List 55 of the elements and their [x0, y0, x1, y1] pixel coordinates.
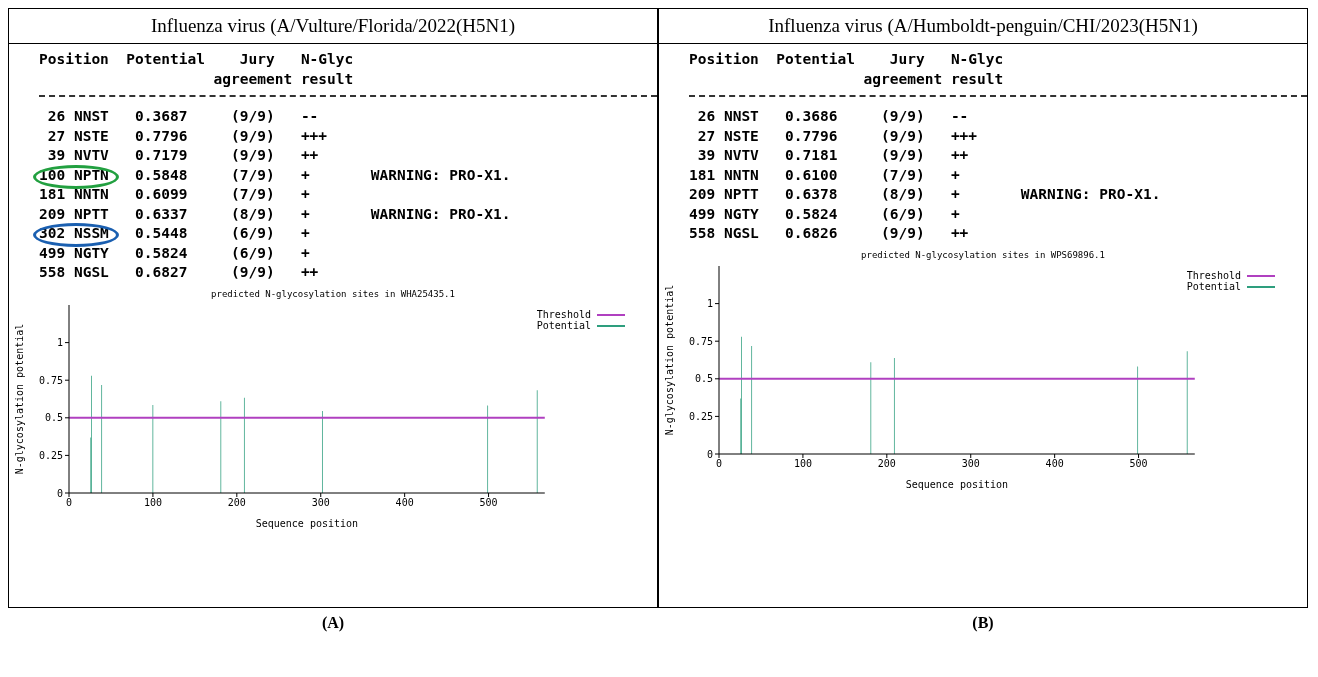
text: 181 NNTN 0.6099 (7/9) + — [39, 185, 311, 204]
legend-label: Threshold — [1186, 269, 1242, 281]
y-tick-label: 0.25 — [688, 410, 713, 422]
x-tick-label: 200 — [227, 496, 246, 508]
text: 499 NGTY 0.5824 (6/9) + — [689, 204, 961, 224]
x-tick-label: 300 — [311, 496, 330, 508]
x-tick-label: 400 — [1045, 457, 1064, 469]
y-tick-label: 0 — [706, 448, 713, 460]
text: 27 NSTE 0.7796 (9/9) +++ — [46, 126, 329, 146]
text: Influenza virus (A/Humboldt-penguin/CHI/2023(H5N1) — [659, 9, 1307, 44]
y-tick-label: 0.25 — [38, 449, 63, 461]
text: 39 NVTV 0.7179 (9/9) ++ — [46, 146, 320, 165]
text: 209 NPTT 0.6378 (8/9) + WARNING: PRO-X1. — [689, 185, 1162, 204]
y-tick-label: 1 — [706, 297, 713, 309]
chart-title: predicted N-glycosylation sites in WHA25435.1 — [210, 288, 456, 299]
y-tick-label: 0 — [56, 487, 63, 499]
x-tick-label: 200 — [877, 457, 896, 469]
x-tick-label: 300 — [961, 457, 980, 469]
text: 558 NGSL 0.6826 (9/9) ++ — [689, 224, 970, 243]
text: 181 NNTN 0.6100 (7/9) + — [689, 165, 961, 185]
y-tick-label: 0.75 — [38, 374, 63, 386]
y-tick-label: 0.5 — [694, 372, 713, 384]
x-axis-title: Sequence position — [905, 478, 1009, 490]
text: 100 NPTN 0.5848 (7/9) + WARNING: PRO-X1. — [39, 165, 512, 185]
text: 26 NNST 0.3687 (9/9) -- — [46, 107, 320, 126]
text: agreement result — [689, 69, 1307, 97]
x-tick-label: 100 — [793, 457, 812, 469]
legend-label: Potential — [536, 319, 592, 331]
text: 39 NVTV 0.7181 (9/9) ++ — [696, 146, 970, 165]
text: agreement result — [39, 69, 657, 97]
y-axis-title: N-glycosylation potential — [663, 284, 675, 435]
y-tick-label: 0.75 — [688, 335, 713, 347]
x-tick-label: 0 — [715, 457, 723, 469]
text: 26 NNST 0.3686 (9/9) -- — [696, 107, 970, 126]
text: (B) — [971, 614, 995, 632]
legend-label: Potential — [1186, 280, 1242, 292]
chart-title: predicted N-glycosylation sites in WPS69896.1 — [860, 249, 1106, 260]
y-axis-title: N-glycosylation potential — [13, 323, 25, 474]
x-tick-label: 0 — [65, 496, 73, 508]
text: 27 NSTE 0.7796 (9/9) +++ — [696, 126, 979, 146]
legend-label: Threshold — [536, 308, 592, 320]
text: Position Potential Jury N-Glyc — [39, 50, 355, 69]
x-tick-label: 500 — [1129, 457, 1148, 469]
text: (A) — [320, 614, 346, 632]
text: Position Potential Jury N-Glyc — [689, 50, 1005, 69]
x-tick-label: 500 — [479, 496, 498, 508]
x-tick-label: 100 — [143, 496, 162, 508]
x-axis-title: Sequence position — [255, 517, 359, 529]
x-tick-label: 400 — [395, 496, 414, 508]
y-tick-label: 1 — [56, 336, 63, 348]
y-tick-label: 0.5 — [44, 411, 63, 423]
text: 558 NGSL 0.6827 (9/9) ++ — [39, 263, 320, 282]
text: 499 NGTY 0.5824 (6/9) + — [39, 243, 311, 263]
text: 209 NPTT 0.6337 (8/9) + WARNING: PRO-X1. — [39, 204, 512, 224]
text: Influenza virus (A/Vulture/Florida/2022(H5N1) — [9, 9, 657, 44]
